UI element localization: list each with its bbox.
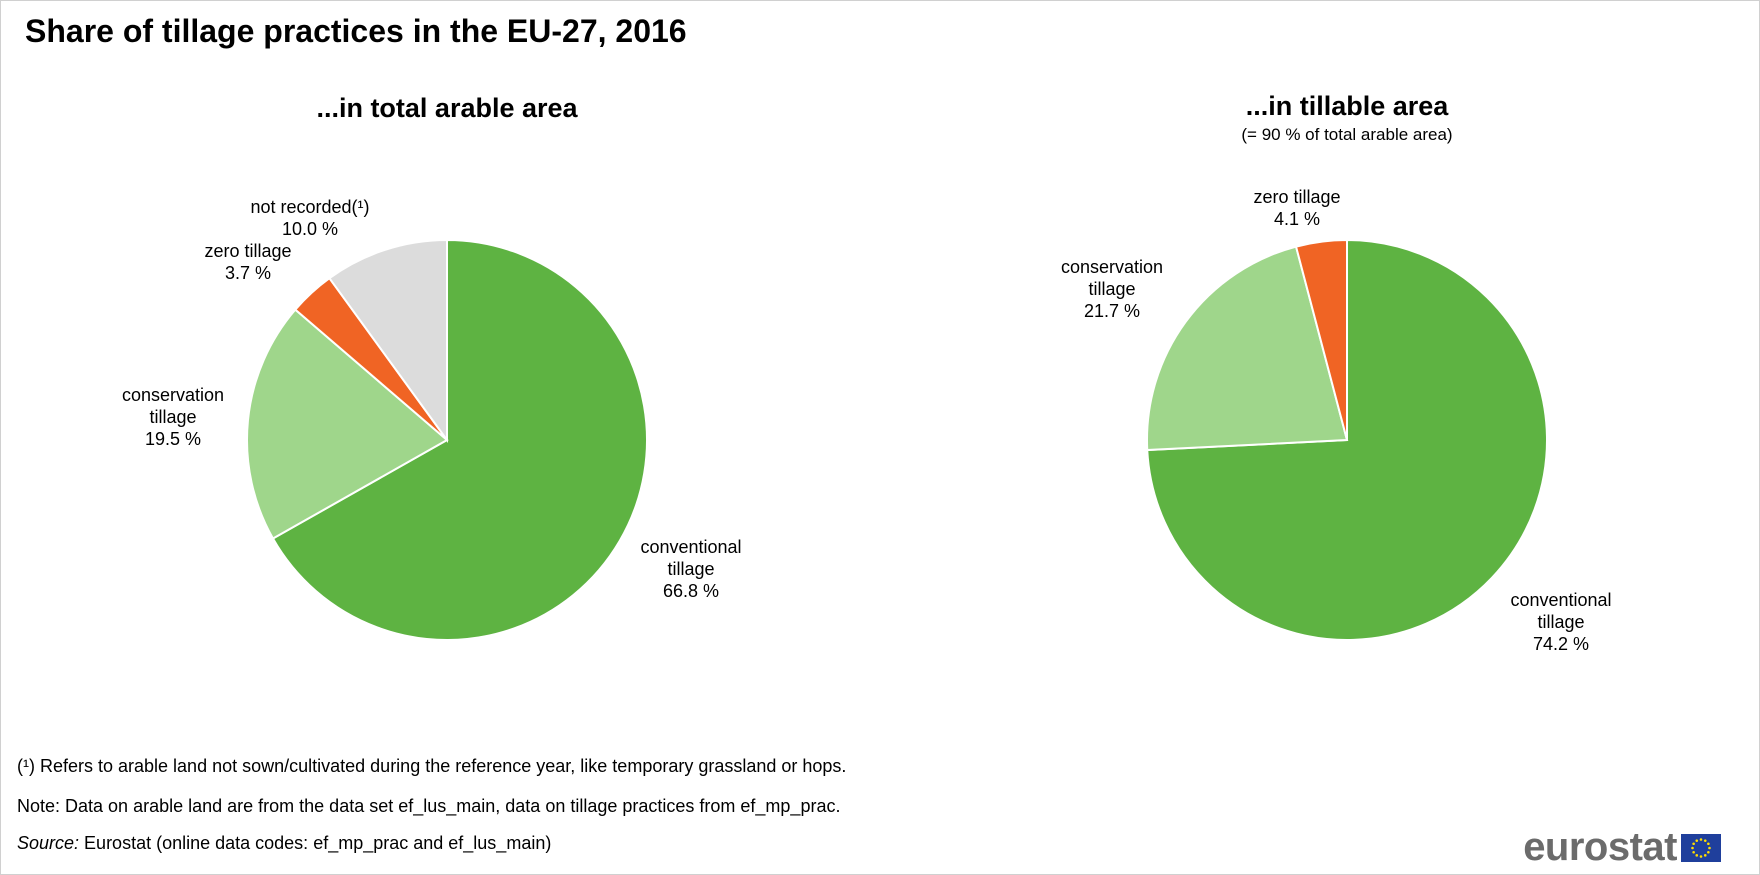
eu-flag-icon [1681, 833, 1721, 862]
slice-label-conservation-tillage: conservation tillage 21.7 % [1061, 257, 1163, 321]
chart-title: Share of tillage practices in the EU-27,… [25, 13, 687, 49]
pie-slice-zero-tillage [1294, 238, 1348, 441]
logo-text: eurostat [1523, 825, 1677, 869]
eurostat-logo: eurostat [1523, 825, 1721, 870]
pie-slice-conventional-tillage [271, 238, 648, 641]
pie-subtitle-1: (= 90 % of total arable area) [1241, 125, 1452, 144]
pie-title-0: ...in total arable area [316, 93, 578, 123]
pie-title-1: ...in tillable area [1246, 91, 1450, 121]
footnote-note: Note: Data on arable land are from the d… [17, 796, 841, 816]
pie-slice-conservation-tillage [1146, 245, 1349, 452]
slice-label-not-recorded: not recorded(¹) 10.0 % [250, 197, 369, 239]
source-text: Eurostat (online data codes: ef_mp_prac … [79, 833, 552, 853]
pie-charts: ...in total arable area conventional tilla… [122, 91, 1612, 654]
slice-label-conventional-tillage: conventional tillage 74.2 % [1510, 590, 1611, 654]
slice-label-conservation-tillage: conservation tillage 19.5 % [122, 385, 224, 449]
pie-slice-not-recorded [328, 238, 448, 444]
source-line: Source: Eurostat (online data codes: ef_… [17, 833, 551, 854]
slice-label-zero-tillage: zero tillage 3.7 % [204, 241, 291, 283]
slice-label-zero-tillage: zero tillage 4.1 % [1253, 187, 1340, 229]
pie-slice-conservation-tillage [246, 308, 449, 540]
source-label: Source: [17, 833, 80, 853]
slice-label-conventional-tillage: conventional tillage 66.8 % [640, 537, 741, 601]
footnote-1: (¹) Refers to arable land not sown/culti… [17, 756, 847, 776]
